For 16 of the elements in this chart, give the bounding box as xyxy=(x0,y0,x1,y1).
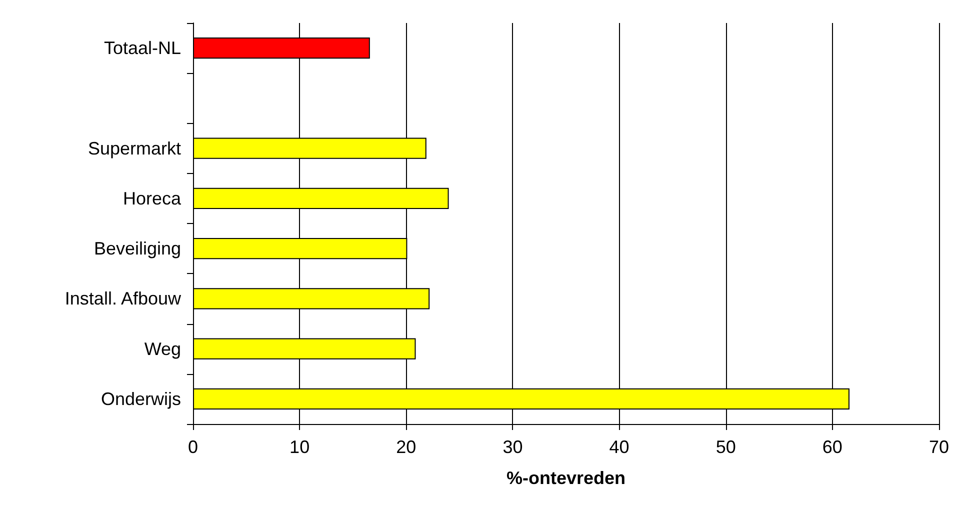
x-tick-label: 30 xyxy=(502,437,523,457)
y-tick-label: Install. Afbouw xyxy=(64,288,182,309)
y-tick-label: Onderwijs xyxy=(100,388,181,409)
y-tick-label: Weg xyxy=(144,338,181,359)
x-tick-label: 50 xyxy=(716,437,736,457)
y-tick-label: Horeca xyxy=(122,188,182,208)
x-tick-label: 10 xyxy=(290,437,310,457)
y-tick-label: Supermarkt xyxy=(88,138,181,158)
x-tick-label: 20 xyxy=(396,437,416,457)
x-tick-label: 40 xyxy=(609,437,630,457)
x-tick-label: 70 xyxy=(928,437,950,457)
y-tick-label: Beveiliging xyxy=(94,238,181,259)
y-tick-label: Totaal-NL xyxy=(104,38,181,58)
x-axis-title: %-ontevreden xyxy=(506,468,626,488)
x-tick-label: 60 xyxy=(822,437,842,457)
x-tick-label: 0 xyxy=(188,437,198,457)
